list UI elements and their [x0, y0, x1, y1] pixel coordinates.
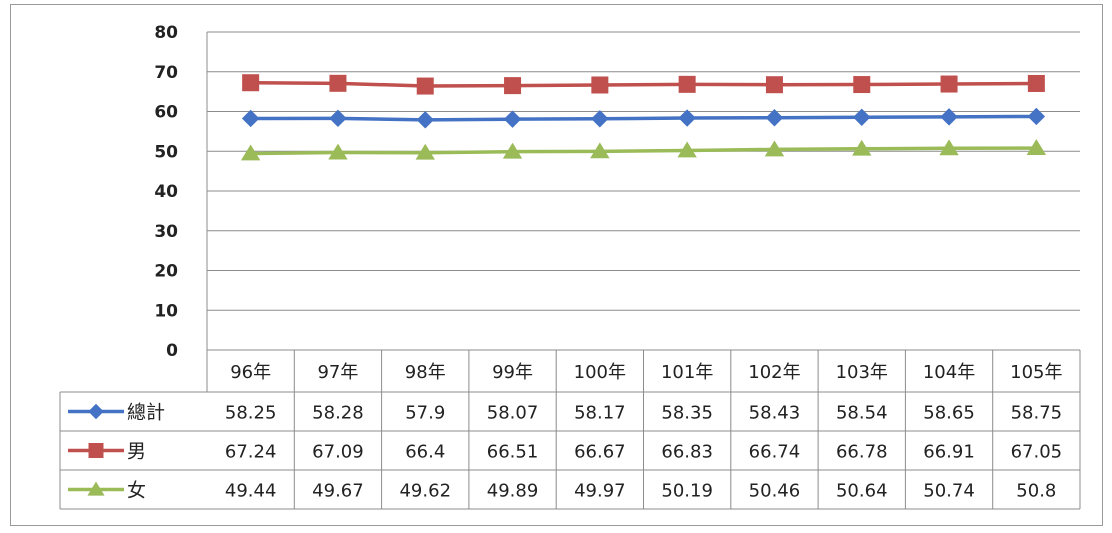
data-point	[853, 76, 871, 94]
data-table-cell: 58.07	[487, 403, 539, 424]
data-point	[502, 142, 523, 159]
data-point	[940, 108, 958, 126]
data-table-cell: 58.65	[923, 403, 975, 424]
data-table-cell: 50.74	[923, 481, 975, 502]
data-point	[1027, 74, 1045, 92]
data-table-cell: 49.67	[312, 481, 364, 502]
data-table-cell: 49.44	[225, 481, 277, 502]
series-line	[250, 80, 1037, 88]
data-point	[1026, 139, 1047, 155]
data-table-cell: 58.17	[574, 403, 626, 424]
x-tick-label: 97年	[317, 362, 358, 383]
data-table-cell: 66.78	[836, 442, 888, 463]
data-point	[852, 139, 872, 156]
data-table-cell: 66.67	[574, 442, 626, 463]
data-table-cell: 66.91	[923, 442, 975, 463]
y-tick-label: 50	[154, 142, 178, 162]
data-point	[416, 111, 434, 129]
data-point	[242, 74, 260, 92]
y-tick-label: 60	[154, 103, 178, 123]
data-table-cell: 49.97	[574, 481, 626, 502]
x-tick-label: 98年	[405, 362, 446, 383]
y-tick-label: 0	[166, 341, 178, 361]
series-name-label: 女	[127, 480, 146, 502]
data-point	[329, 74, 347, 92]
data-table-cell: 50.19	[661, 481, 713, 502]
x-tick-label: 105年	[1010, 362, 1062, 383]
legend-key-marker	[88, 403, 104, 420]
x-tick-label: 104年	[923, 362, 975, 383]
data-point	[765, 76, 783, 94]
data-point	[764, 140, 785, 157]
data-point	[1027, 107, 1046, 126]
data-table-cell: 58.75	[1011, 403, 1063, 424]
data-table-cell: 66.4	[405, 442, 445, 463]
series-name-label: 男	[127, 441, 146, 463]
data-point	[503, 110, 522, 128]
data-point	[590, 142, 610, 159]
series-line	[250, 146, 1037, 156]
data-table-cell: 67.05	[1011, 442, 1063, 463]
data-table-cell: 58.28	[312, 403, 364, 424]
data-table-cell: 67.24	[225, 442, 277, 463]
data-table-cell: 58.35	[661, 403, 713, 424]
data-table-cell: 49.62	[399, 481, 451, 502]
data-table-cell: 57.9	[405, 403, 445, 424]
data-point	[504, 77, 522, 95]
data-table-cell: 66.74	[749, 442, 801, 463]
data-table-cell: 66.51	[487, 442, 539, 463]
x-tick-label: 101年	[661, 362, 713, 383]
data-point	[329, 109, 347, 128]
y-tick-label: 20	[154, 262, 178, 282]
y-tick-label: 40	[154, 182, 178, 202]
data-point	[678, 109, 696, 127]
data-table-cell: 58.43	[749, 403, 801, 424]
data-point	[940, 75, 958, 93]
data-point	[416, 77, 434, 95]
data-table-cell: 58.54	[836, 403, 888, 424]
legend-key-marker	[87, 481, 105, 496]
data-table-cell: 49.89	[487, 481, 539, 502]
data-table-cell: 50.8	[1016, 481, 1056, 502]
data-point	[240, 144, 261, 161]
y-tick-label: 80	[154, 23, 178, 43]
data-table-cell: 58.25	[225, 403, 277, 424]
data-point	[678, 75, 696, 93]
x-tick-label: 99年	[492, 362, 533, 383]
y-tick-label: 70	[154, 63, 178, 83]
series-name-label: 總計	[127, 402, 165, 424]
data-point	[853, 108, 871, 127]
series-line	[250, 114, 1037, 122]
data-table-cell: 66.83	[661, 442, 713, 463]
x-tick-label: 100年	[574, 362, 626, 383]
legend-key-marker	[88, 443, 104, 458]
data-point	[415, 143, 435, 160]
y-tick-label: 30	[154, 222, 178, 242]
data-point	[241, 109, 260, 128]
x-tick-label: 103年	[836, 362, 888, 383]
data-table-cell: 50.46	[749, 481, 801, 502]
data-table-cell: 67.09	[312, 442, 364, 463]
x-tick-label: 96年	[230, 362, 271, 383]
data-point	[591, 110, 609, 128]
y-tick-label: 10	[154, 301, 178, 321]
data-point	[765, 109, 784, 127]
data-point	[939, 139, 959, 156]
x-tick-label: 102年	[748, 362, 800, 383]
data-point	[591, 76, 609, 94]
data-point	[328, 143, 348, 160]
data-table-cell: 50.64	[836, 481, 888, 502]
data-point	[677, 141, 697, 158]
